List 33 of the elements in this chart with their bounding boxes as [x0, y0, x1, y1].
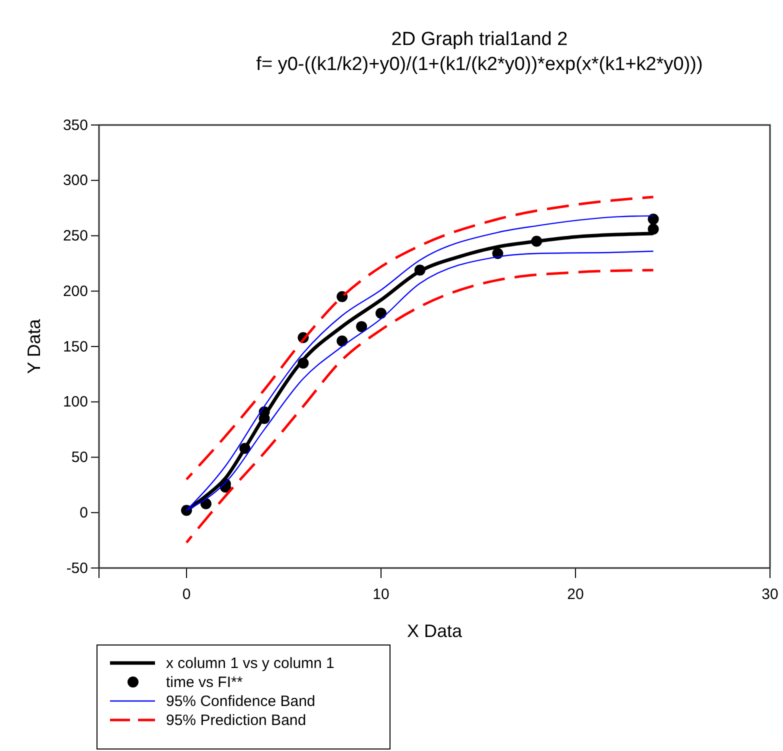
point	[414, 264, 426, 276]
y-tick-label: 200	[62, 282, 88, 300]
point	[648, 224, 659, 235]
x-tick-label: 10	[372, 586, 390, 603]
y-tick-label: 150	[62, 338, 88, 356]
y-tick-label: 0	[80, 504, 88, 522]
legend-label: 95% Prediction Band	[166, 712, 306, 729]
y-tick-label: 300	[62, 172, 88, 190]
point	[298, 358, 309, 369]
line-series	[185, 196, 655, 481]
chart-subtitle: f= y0-((k1/k2)+y0)/(1+(k1/(k2*y0))*exp(x*(k1+k2*y0)))	[256, 54, 703, 75]
legend-label: time vs FI**	[166, 674, 243, 691]
point	[648, 214, 659, 225]
y-tick-label: 50	[71, 449, 88, 466]
chart-title: 2D Graph trial1and 2	[391, 29, 568, 50]
line-series	[185, 268, 655, 544]
y-tick-label: 350	[62, 116, 88, 134]
x-tick-label: 20	[567, 586, 584, 603]
y-tick-label: -50	[66, 560, 88, 577]
point	[336, 291, 348, 302]
y-tick-label: 100	[62, 394, 88, 411]
point	[531, 236, 542, 247]
y-tick-label: 250	[62, 228, 88, 245]
legend-label: x column 1 vs y column 1	[166, 655, 334, 672]
point	[336, 335, 348, 346]
point	[356, 321, 368, 332]
x-axis-title: X Data	[406, 621, 463, 641]
legend-label: 95% Confidence Band	[166, 693, 316, 710]
x-tick-label: 0	[182, 586, 191, 603]
point	[376, 308, 387, 319]
y-axis-title: Y Data	[24, 318, 44, 374]
point	[239, 442, 250, 454]
x-tick-label: 30	[762, 586, 778, 603]
